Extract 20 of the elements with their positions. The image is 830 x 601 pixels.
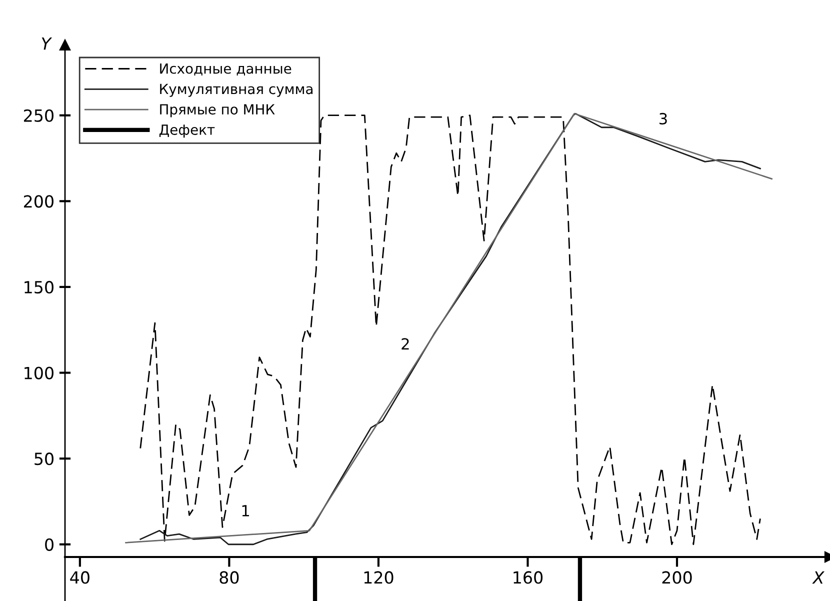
x-tick-label: 80	[220, 571, 239, 584]
x-tick-label: 120	[364, 571, 394, 584]
annotation: 1	[242, 505, 249, 516]
x-tick-label: 160	[514, 571, 543, 584]
annotation: 3	[660, 112, 667, 124]
y-tick-label: 100	[24, 366, 54, 380]
y-axis-title: Y	[42, 37, 52, 50]
x-tick-label: 200	[662, 571, 692, 584]
legend-label: Исходные данные	[160, 63, 292, 76]
legend-label: Дефект	[159, 124, 215, 138]
legend-label: Прямые по МНК	[160, 104, 275, 118]
legend-label: Кумулятивная сумма	[160, 84, 312, 97]
y-tick-label: 200	[24, 195, 54, 208]
y-tick-label: 150	[24, 280, 54, 294]
x-tick-label: 40	[70, 571, 90, 584]
y-tick-label: 50	[34, 452, 54, 466]
y-tick-label: 0	[45, 538, 54, 551]
x-axis-title: X	[812, 571, 825, 584]
annotation: 2	[402, 338, 409, 350]
y-tick-label: 250	[24, 109, 54, 122]
